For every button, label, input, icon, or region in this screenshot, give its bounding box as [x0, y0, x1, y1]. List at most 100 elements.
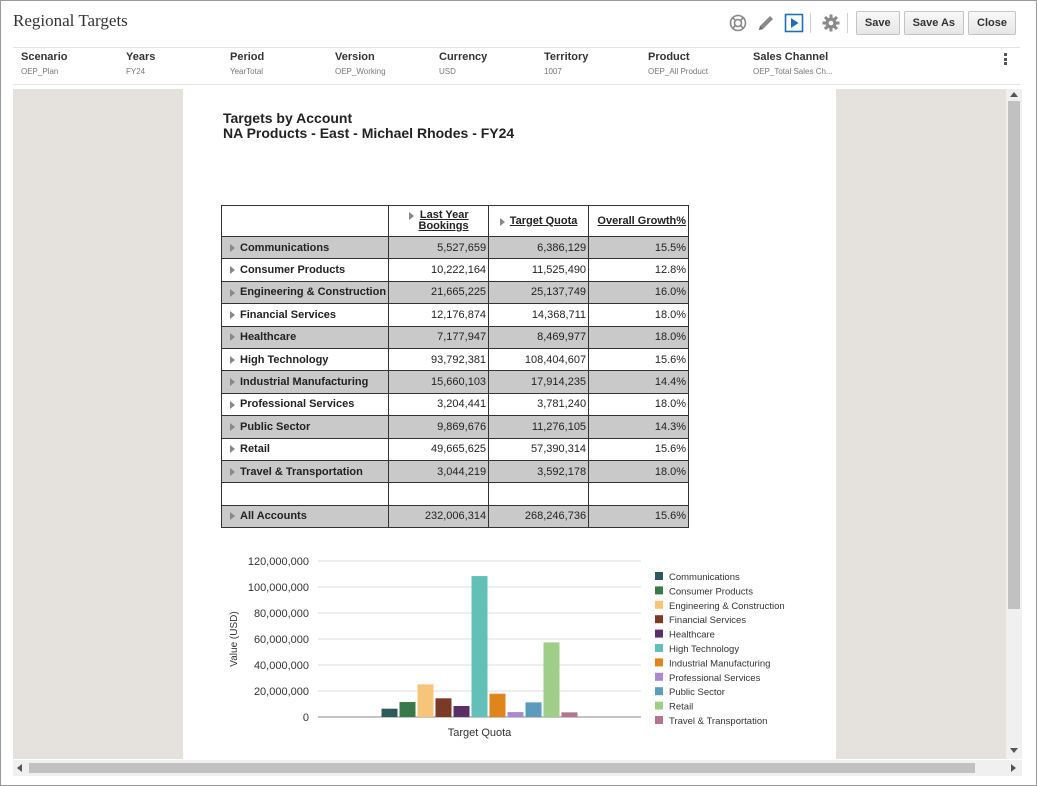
pov-label: Currency: [439, 51, 488, 63]
expand-caret-icon[interactable]: [230, 288, 235, 297]
quota-cell[interactable]: 25,137,749: [488, 280, 590, 305]
vertical-scrollbar[interactable]: [1006, 89, 1022, 759]
column-header-target-quota[interactable]: Target Quota: [488, 205, 590, 237]
row-header[interactable]: Retail: [220, 437, 390, 461]
row-label: Communications: [240, 241, 330, 254]
row-header[interactable]: Healthcare: [220, 325, 390, 349]
row-header[interactable]: Professional Services: [220, 392, 390, 417]
pov-sales-channel[interactable]: Sales Channel OEP_Total Sales Ch...: [753, 51, 833, 76]
pov-product[interactable]: Product OEP_All Product: [648, 51, 708, 76]
row-header[interactable]: All Accounts: [220, 504, 390, 529]
expand-caret-icon[interactable]: [499, 217, 505, 226]
growth-cell[interactable]: 18.0%: [588, 325, 690, 349]
row-header[interactable]: Travel & Transportation: [220, 459, 390, 484]
scroll-down-icon[interactable]: [1010, 748, 1018, 753]
scroll-left-icon[interactable]: [17, 764, 22, 772]
growth-cell[interactable]: 15.6%: [588, 504, 690, 529]
expand-caret-icon[interactable]: [230, 400, 235, 409]
close-button[interactable]: Close: [968, 11, 1016, 35]
bookings-cell[interactable]: 93,792,381: [388, 347, 490, 372]
pov-bar: Scenario OEP_Plan Years FY24 Period Year…: [13, 47, 1020, 85]
pov-currency[interactable]: Currency USD: [439, 51, 487, 76]
expand-caret-icon[interactable]: [230, 266, 235, 275]
pov-territory[interactable]: Territory 1007: [544, 51, 588, 76]
row-header[interactable]: Financial Services: [220, 303, 390, 327]
expand-caret-icon[interactable]: [230, 512, 235, 521]
growth-cell[interactable]: 12.8%: [588, 258, 690, 282]
scroll-right-icon[interactable]: [1011, 764, 1016, 772]
expand-caret-icon[interactable]: [230, 467, 235, 476]
bookings-cell[interactable]: 9,869,676: [388, 415, 490, 439]
more-options-icon[interactable]: [1004, 53, 1008, 65]
expand-caret-icon[interactable]: [230, 445, 235, 454]
bookings-cell[interactable]: 15,660,103: [388, 370, 490, 394]
growth-cell[interactable]: 14.3%: [588, 415, 690, 439]
quota-cell[interactable]: 17,914,235: [488, 370, 590, 394]
row-header[interactable]: High Technology: [220, 347, 390, 372]
save-button[interactable]: Save: [855, 11, 900, 35]
help-lifebuoy-icon[interactable]: [726, 11, 750, 35]
growth-cell[interactable]: 14.4%: [588, 370, 690, 394]
pov-value: 1007: [544, 67, 562, 76]
growth-cell[interactable]: 15.6%: [588, 437, 690, 461]
y-tick-label: 20,000,000: [254, 686, 309, 698]
pov-value: OEP_All Product: [648, 67, 709, 76]
edit-pencil-icon[interactable]: [754, 11, 778, 35]
pov-version[interactable]: Version OEP_Working: [335, 51, 386, 76]
expand-caret-icon[interactable]: [230, 333, 235, 342]
row-header[interactable]: Communications: [220, 235, 390, 260]
pov-years[interactable]: Years FY24: [126, 51, 155, 76]
growth-cell[interactable]: 18.0%: [588, 392, 690, 417]
growth-cell[interactable]: 18.0%: [588, 459, 690, 484]
vertical-scroll-thumb[interactable]: [1008, 101, 1020, 609]
growth-cell[interactable]: 18.0%: [588, 303, 690, 327]
row-header[interactable]: Public Sector: [220, 415, 390, 439]
gear-icon[interactable]: [819, 11, 843, 35]
growth-cell[interactable]: 15.6%: [588, 347, 690, 372]
bookings-cell[interactable]: 5,527,659: [388, 235, 490, 260]
quota-cell[interactable]: 6,386,129: [488, 235, 590, 260]
quota-cell[interactable]: 8,469,977: [488, 325, 590, 349]
quota-cell[interactable]: 57,390,314: [488, 437, 590, 461]
quota-cell[interactable]: 3,592,178: [488, 459, 590, 484]
row-label: Consumer Products: [240, 264, 346, 277]
horizontal-scroll-thumb[interactable]: [29, 763, 975, 773]
scroll-up-icon[interactable]: [1010, 92, 1018, 97]
row-header[interactable]: Consumer Products: [220, 258, 390, 282]
bar-financial-services: [435, 698, 452, 717]
expand-caret-icon[interactable]: [230, 378, 235, 387]
save-as-button[interactable]: Save As: [903, 11, 965, 35]
run-play-icon[interactable]: [782, 11, 806, 35]
expand-caret-icon[interactable]: [230, 310, 235, 319]
quota-cell[interactable]: 14,368,711: [488, 303, 590, 327]
quota-cell[interactable]: 3,781,240: [488, 392, 590, 417]
bookings-cell[interactable]: 3,204,441: [388, 392, 490, 417]
pov-scenario[interactable]: Scenario OEP_Plan: [21, 51, 67, 76]
bar-industrial-manufacturing: [489, 693, 506, 717]
bookings-cell[interactable]: 3,044,219: [388, 459, 490, 484]
column-header-last-year-bookings[interactable]: Last Year Bookings: [388, 205, 490, 237]
bookings-cell[interactable]: 10,222,164: [388, 258, 490, 282]
report-heading: Targets by Account: [223, 110, 353, 126]
bookings-cell[interactable]: 232,006,314: [388, 504, 490, 529]
column-header-overall-growth[interactable]: Overall Growth%: [588, 205, 690, 237]
expand-caret-icon[interactable]: [408, 212, 414, 220]
expand-caret-icon[interactable]: [230, 243, 235, 252]
quota-cell[interactable]: 11,525,490: [488, 258, 590, 282]
horizontal-scrollbar[interactable]: [13, 760, 1022, 776]
row-header[interactable]: Industrial Manufacturing: [220, 370, 390, 394]
quota-cell[interactable]: 108,404,607: [488, 347, 590, 372]
bookings-cell[interactable]: 49,665,625: [388, 437, 490, 461]
bookings-cell[interactable]: 21,665,225: [388, 280, 490, 305]
legend-label: Communications: [669, 572, 740, 583]
quota-cell[interactable]: 11,276,105: [488, 415, 590, 439]
quota-cell[interactable]: 268,246,736: [488, 504, 590, 529]
growth-cell[interactable]: 15.5%: [588, 235, 690, 260]
bookings-cell[interactable]: 7,177,947: [388, 325, 490, 349]
row-header[interactable]: Engineering & Construction: [220, 280, 390, 305]
expand-caret-icon[interactable]: [230, 355, 235, 364]
pov-period[interactable]: Period YearTotal: [230, 51, 264, 76]
expand-caret-icon[interactable]: [230, 422, 235, 431]
y-axis-label: Value (USD): [229, 611, 240, 666]
growth-cell[interactable]: 16.0%: [588, 280, 690, 305]
